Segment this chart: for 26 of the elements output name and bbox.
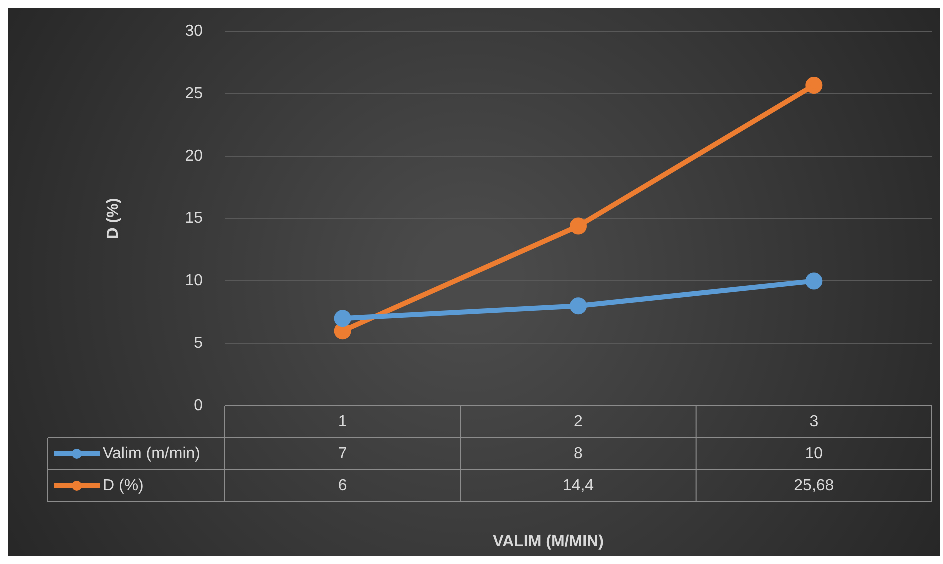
y-tick-label: 15 [185, 210, 204, 228]
point [806, 272, 823, 290]
data-label: 6 [338, 477, 348, 494]
y-tick-label: 30 [185, 23, 204, 40]
point [806, 77, 823, 94]
point [570, 218, 587, 235]
y-tick-label: 5 [194, 335, 204, 352]
data-label: 14,4 [562, 477, 594, 494]
y-tick-label: 25 [185, 85, 204, 102]
y-tick-label: 0 [194, 397, 204, 414]
point [570, 298, 587, 315]
y-tick-label: 10 [185, 272, 204, 290]
y-tick-label: 20 [185, 148, 204, 165]
data-label: 7 [338, 445, 348, 462]
data-label: 10 [805, 445, 824, 462]
point [334, 310, 352, 328]
legend-label: Valim (m/min) [103, 445, 200, 462]
point [334, 322, 352, 340]
data-label: 25,68 [794, 477, 834, 494]
y-axis-title: D (%) [105, 198, 122, 240]
x-tick-label: 1 [338, 413, 348, 430]
data-label: 8 [574, 445, 584, 462]
x-tick-label: 2 [574, 413, 584, 430]
text: VALIM (M/MIN) [493, 533, 604, 550]
legend-label: D (%) [103, 477, 144, 494]
x-tick-label: 3 [810, 413, 819, 430]
